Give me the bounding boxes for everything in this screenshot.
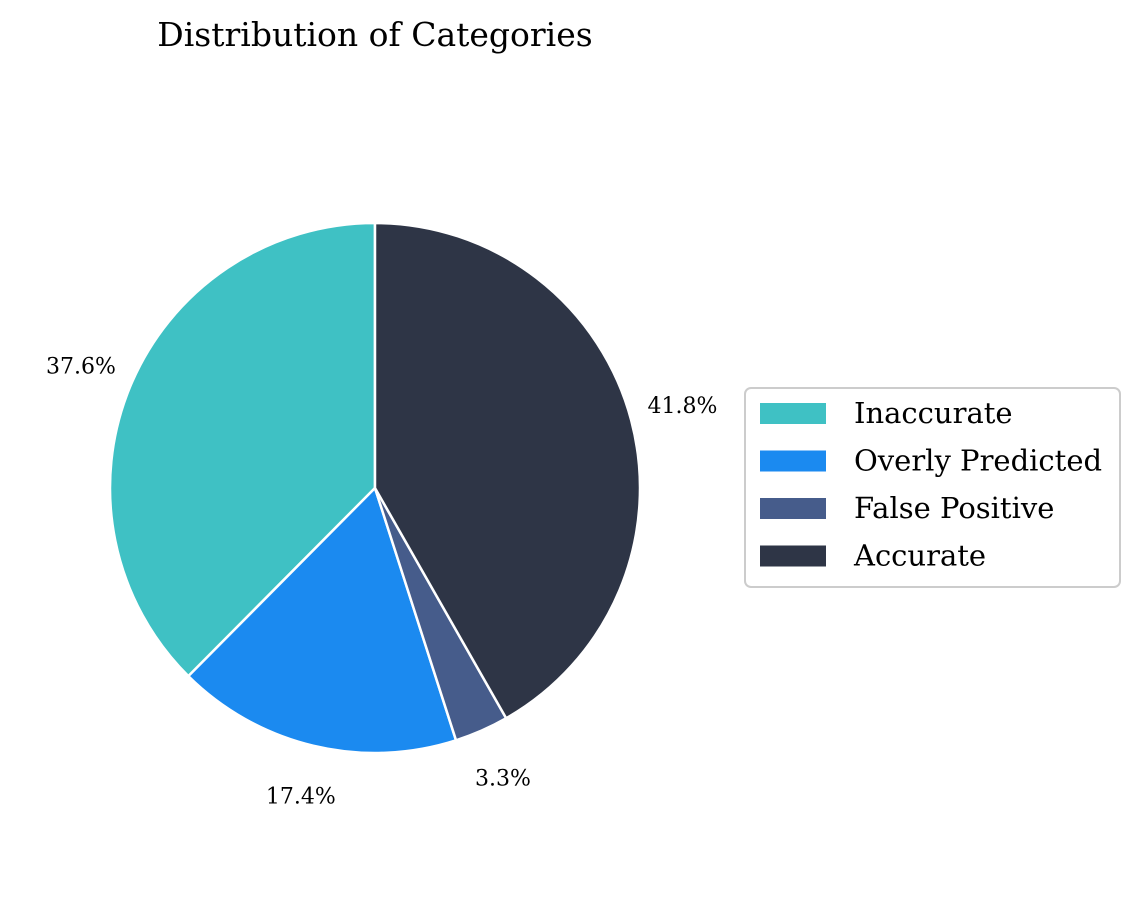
pie-slice-overly-predicted	[187, 486, 458, 755]
legend-swatch-accurate	[760, 545, 826, 567]
legend-label-overly-predicted: Overly Predicted	[854, 444, 1102, 478]
pct-label-accurate: 41.8%	[647, 394, 717, 419]
legend-label-false-positive: False Positive	[854, 491, 1054, 525]
legend-swatch-overly-predicted	[760, 450, 826, 472]
pie-slice-inaccurate	[108, 221, 377, 678]
pie-slice-accurate	[373, 221, 642, 720]
legend-frame	[744, 387, 1121, 588]
pie-slices	[108, 221, 642, 755]
legend-label-accurate: Accurate	[853, 539, 986, 573]
pct-label-overly-predicted: 17.4%	[266, 785, 336, 810]
legend-swatch-inaccurate	[760, 403, 826, 424]
chart-title: Distribution of Categories	[157, 15, 592, 54]
legend-label-inaccurate: Inaccurate	[854, 396, 1013, 430]
pct-label-false-positive: 3.3%	[475, 767, 531, 792]
pie-percent-labels: 37.6% 17.4% 3.3% 41.8%	[46, 354, 717, 809]
legend-swatch-false-positive	[760, 498, 826, 519]
pct-label-inaccurate: 37.6%	[46, 354, 116, 379]
legend: Inaccurate Overly Predicted False Positive…	[744, 387, 1121, 588]
